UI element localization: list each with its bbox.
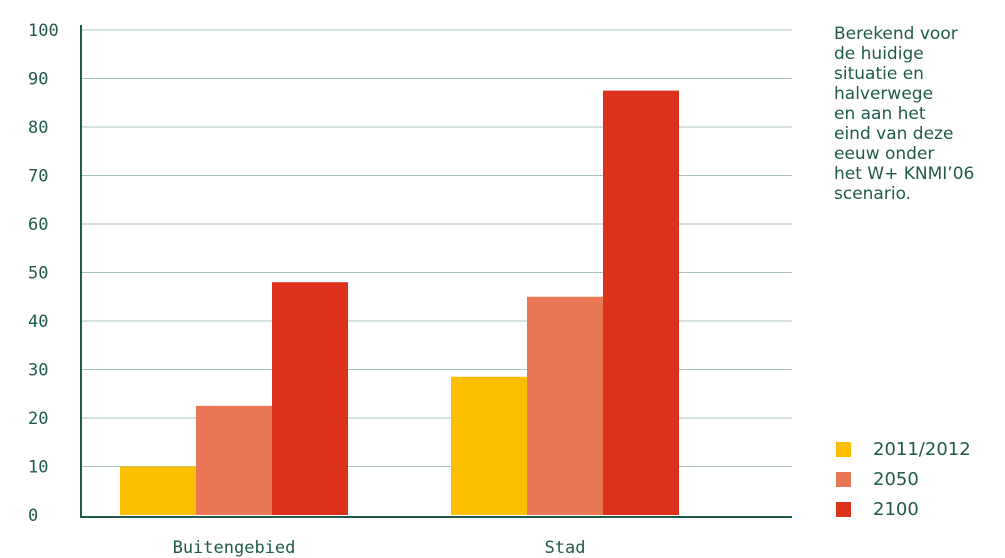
- y-tick-label: 30: [28, 361, 48, 381]
- y-tick-label: 10: [28, 458, 48, 478]
- y-tick-label: 80: [28, 118, 48, 138]
- legend-label: 2011/2012: [873, 438, 971, 460]
- bar: [603, 90, 679, 515]
- legend-label: 2050: [873, 468, 919, 490]
- legend-label: 2100: [873, 498, 919, 520]
- x-category-label: Stad: [545, 538, 586, 558]
- legend: 2011/2012 2050 2100: [836, 434, 971, 524]
- y-tick-label: 40: [28, 312, 48, 332]
- legend-item: 2100: [836, 494, 971, 524]
- legend-swatch: [836, 471, 851, 487]
- bar: [527, 296, 603, 515]
- legend-swatch: [836, 501, 851, 517]
- bar: [272, 282, 348, 515]
- y-tick-label: 0: [28, 506, 38, 526]
- y-tick-label: 100: [28, 21, 59, 41]
- chart-annotation: Berekend voor de huidige situatie en hal…: [834, 24, 975, 204]
- bar: [451, 376, 527, 515]
- bar: [196, 405, 272, 515]
- legend-swatch: [836, 441, 851, 457]
- y-tick-label: 70: [28, 167, 48, 187]
- bar: [120, 466, 196, 515]
- y-tick-label: 50: [28, 264, 48, 284]
- legend-item: 2011/2012: [836, 434, 971, 464]
- x-category-label: Buitengebied: [173, 538, 296, 558]
- y-tick-label: 60: [28, 215, 48, 235]
- y-tick-label: 90: [28, 70, 48, 90]
- legend-item: 2050: [836, 464, 971, 494]
- y-tick-label: 20: [28, 409, 48, 429]
